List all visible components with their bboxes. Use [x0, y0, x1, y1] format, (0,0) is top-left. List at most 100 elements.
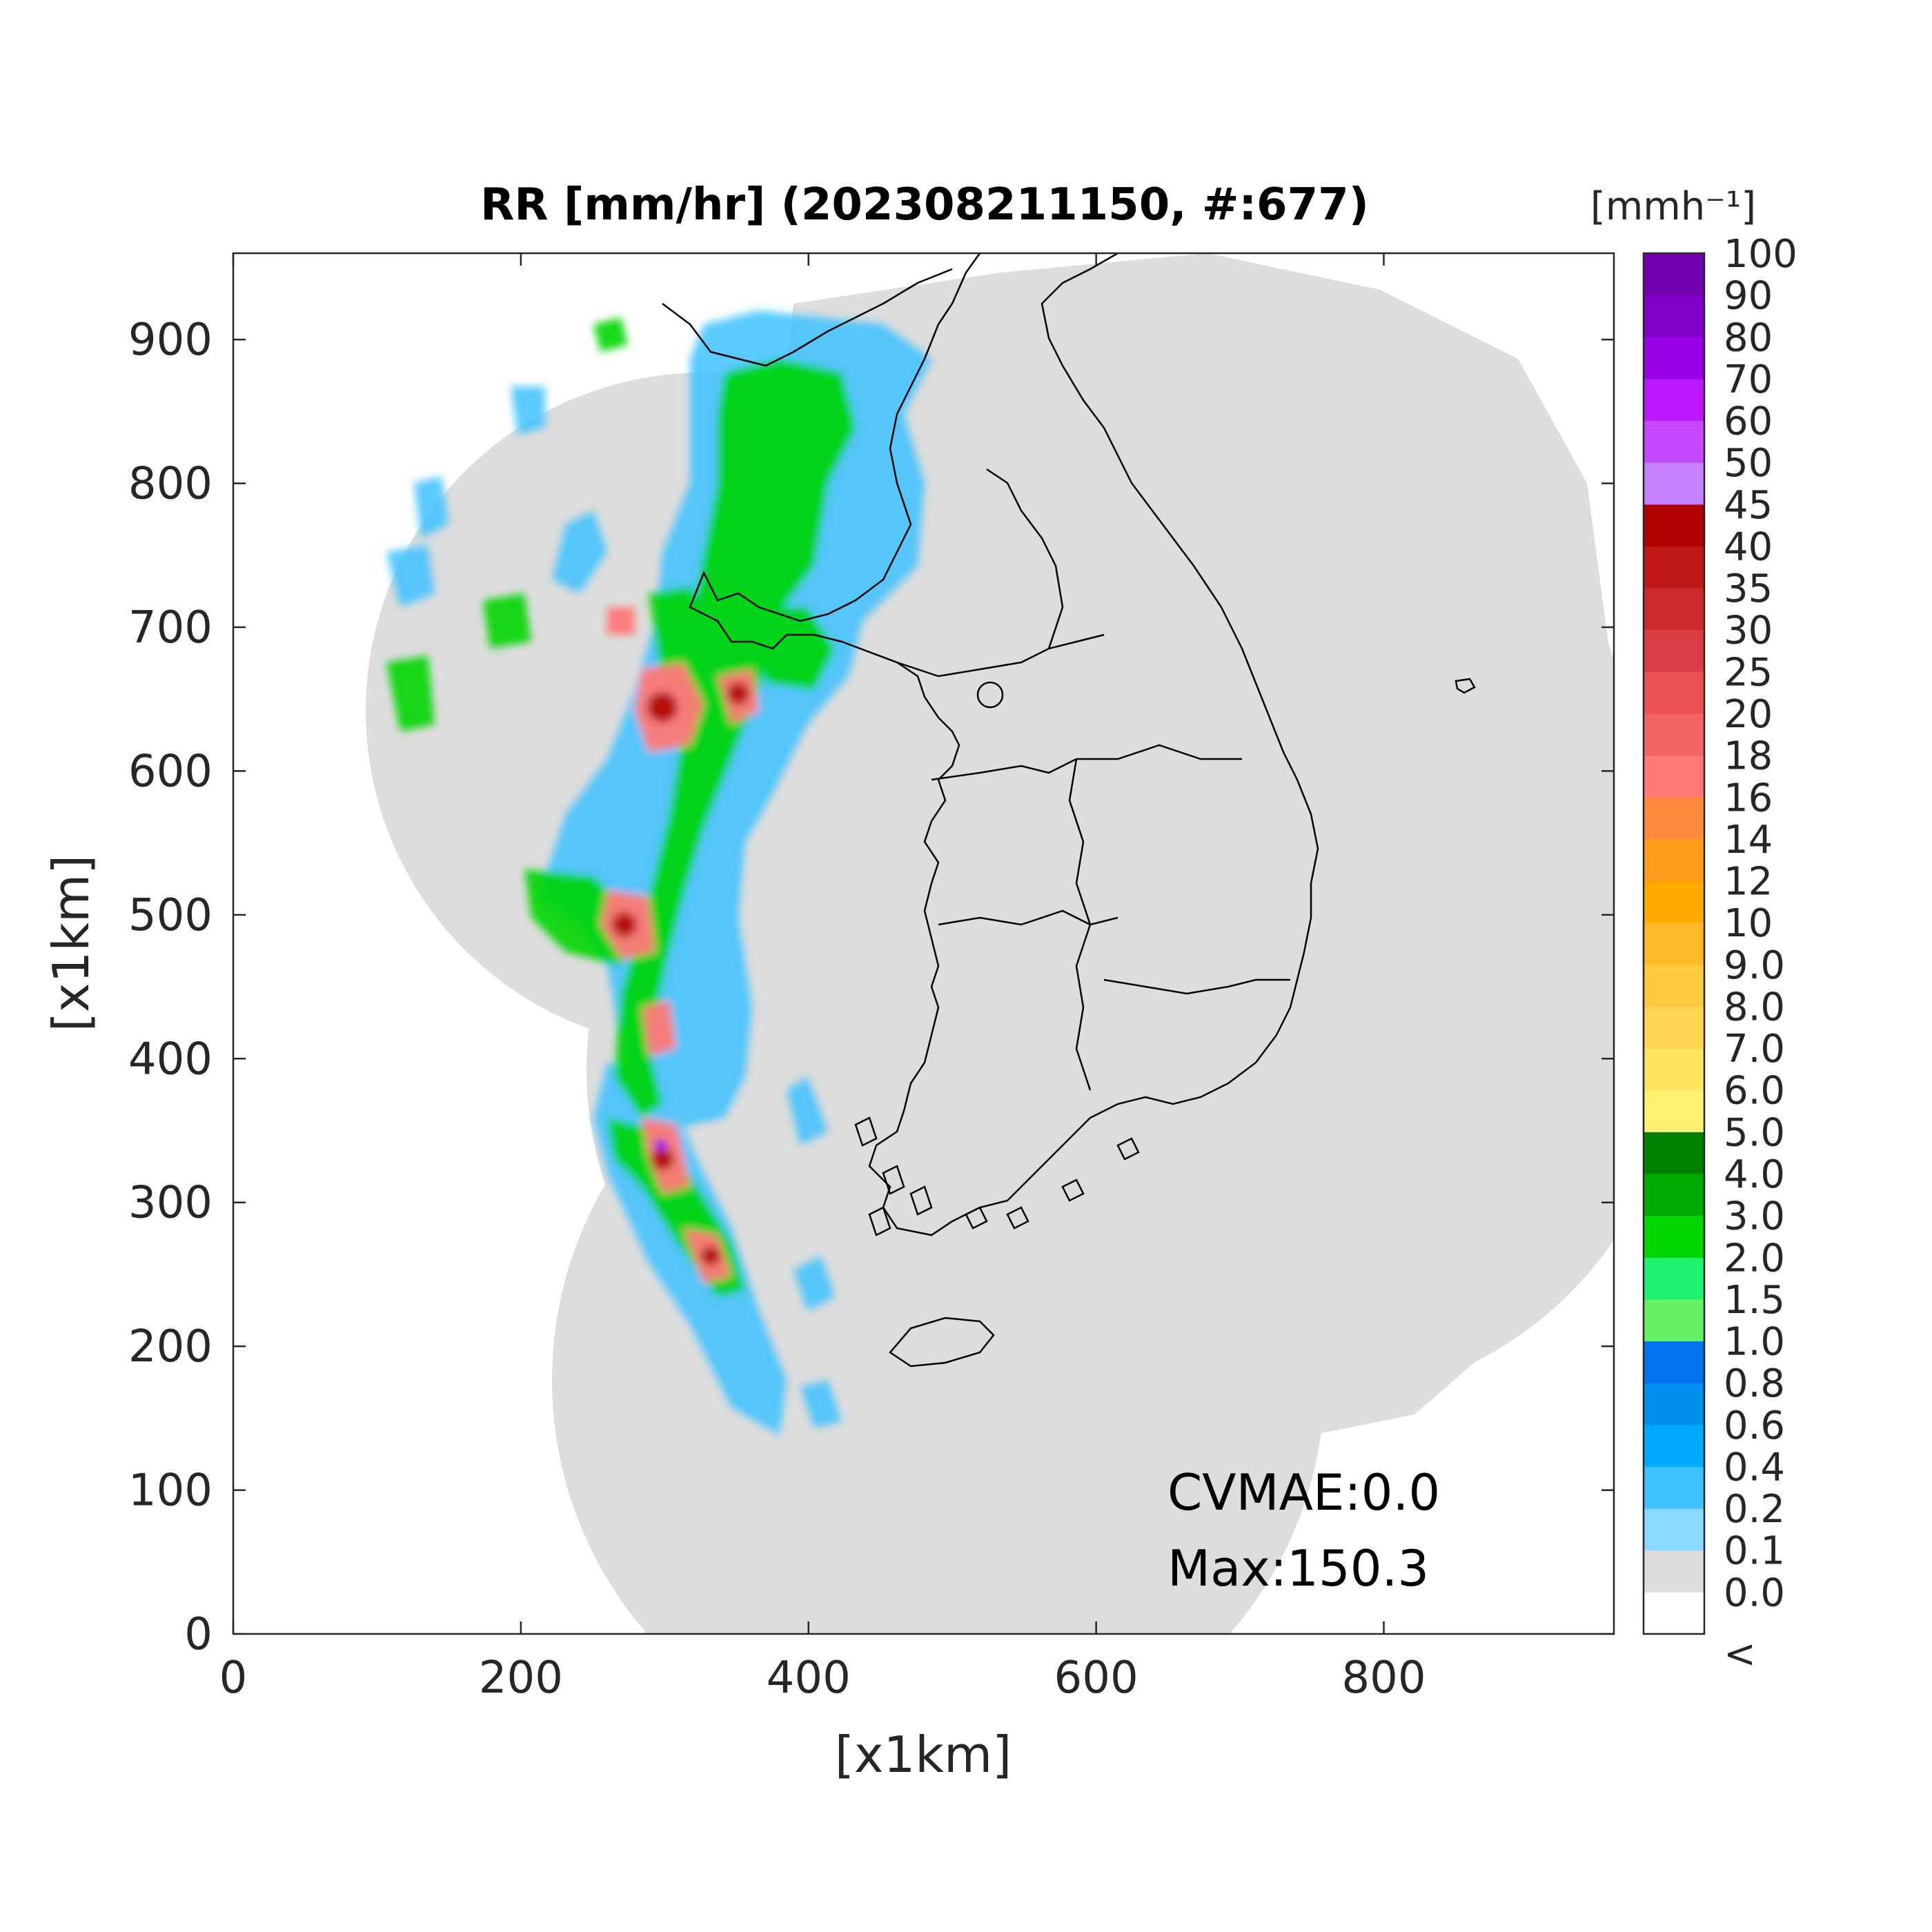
y-tick-label: 100 — [128, 1466, 213, 1517]
colorbar-block — [1644, 546, 1704, 589]
x-ticks: 0 200 400 600 800 — [219, 253, 1426, 1704]
colorbar-tick-label: 1.0 — [1724, 1320, 1785, 1365]
colorbar-tick-label: 1.5 — [1724, 1278, 1785, 1323]
colorbar-tick-label: 7.0 — [1724, 1027, 1785, 1072]
colorbar-tick-label: 20 — [1724, 692, 1773, 737]
colorbar-block — [1644, 1508, 1704, 1551]
colorbar-tick-label: 35 — [1724, 566, 1773, 611]
colorbar-block — [1644, 337, 1704, 379]
border-internal-4 — [1068, 758, 1092, 1091]
colorbar-block — [1644, 588, 1704, 631]
colorbar-tick-label: 12 — [1724, 860, 1773, 905]
colorbar-tick-label: 80 — [1724, 315, 1773, 360]
island-ulleung — [1455, 678, 1476, 694]
colorbar-block — [1644, 1048, 1704, 1091]
y-tick-label: 300 — [128, 1178, 213, 1229]
seoul-outline — [976, 681, 1004, 709]
colorbar-block — [1644, 1090, 1704, 1132]
colorbar-block — [1644, 1383, 1704, 1426]
colorbar-tick-label: 0.0 — [1724, 1570, 1785, 1615]
colorbar-tick-label: 50 — [1724, 441, 1773, 486]
colorbar-tick-label: 60 — [1724, 400, 1773, 444]
colorbar-block — [1644, 1257, 1704, 1300]
colorbar-block — [1644, 923, 1704, 965]
x-tick-label: 0 — [219, 1653, 248, 1704]
colorbar-block — [1644, 797, 1704, 840]
colorbar-block — [1644, 1215, 1704, 1258]
colorbar-block — [1644, 880, 1704, 923]
colorbar-block — [1644, 462, 1704, 505]
y-axis-label: [x1km] — [42, 855, 100, 1032]
echo-moderate — [386, 317, 856, 1297]
radar-coverage — [366, 253, 1614, 1634]
colorbar-block — [1644, 964, 1704, 1007]
border-internal-6 — [986, 468, 1064, 649]
border-internal-5 — [1103, 978, 1290, 995]
colorbar-tick-label: 0.8 — [1724, 1361, 1785, 1406]
colorbar-tick-label: 90 — [1724, 274, 1773, 319]
colorbar-block — [1644, 1466, 1704, 1509]
colorbar-block — [1644, 1174, 1704, 1216]
islands-southwest — [854, 1116, 933, 1236]
colorbar-tick-label: 14 — [1724, 818, 1773, 862]
y-tick-label: 0 — [184, 1609, 213, 1660]
islands-south — [965, 1137, 1140, 1230]
colorbar-block — [1644, 1592, 1704, 1635]
y-tick-label: 900 — [128, 315, 213, 366]
precipitation-echoes — [386, 310, 931, 1435]
colorbar-tick-label: < — [1724, 1632, 1756, 1677]
colorbar-tick-label: 0.4 — [1724, 1445, 1785, 1490]
border-north — [662, 268, 953, 367]
x-tick-label: 400 — [767, 1653, 851, 1704]
colorbar-tick-label: 8.0 — [1724, 985, 1785, 1029]
echo-extreme — [655, 1139, 667, 1152]
colorbar-block — [1644, 1006, 1704, 1049]
colorbar-tick-label: 4.0 — [1724, 1152, 1785, 1197]
colorbar-tick-label: 0.2 — [1724, 1487, 1785, 1532]
max-annotation: Max:150.3 — [1167, 1539, 1429, 1597]
colorbar-block — [1644, 1550, 1704, 1593]
colorbar-block — [1644, 295, 1704, 337]
colorbar-unit: [mmh⁻¹] — [1590, 184, 1756, 229]
colorbar-tick-label: 5.0 — [1724, 1110, 1785, 1155]
x-tick-label: 800 — [1341, 1653, 1426, 1704]
colorbar-block — [1644, 504, 1704, 546]
y-tick-label: 800 — [128, 459, 213, 510]
colorbar-tick-label: 0.1 — [1724, 1529, 1785, 1574]
colorbar-tick-label: 70 — [1724, 357, 1773, 402]
colorbar-block — [1644, 1299, 1704, 1342]
colorbar-block — [1644, 1341, 1704, 1383]
colorbar-tick-label: 40 — [1724, 524, 1773, 569]
colorbar-block — [1644, 378, 1704, 422]
y-tick-label: 400 — [128, 1034, 213, 1085]
echo-heavy — [600, 607, 759, 1283]
colorbar-tick-label: 30 — [1724, 609, 1773, 653]
y-ticks: 0 100 200 300 400 500 600 700 800 900 — [128, 315, 1614, 1660]
axes-frame — [232, 252, 1615, 1635]
colorbar-block — [1644, 1132, 1704, 1174]
coverage-mainland — [724, 253, 1614, 1634]
colorbar-tick-label: 6.0 — [1724, 1069, 1785, 1114]
y-tick-label: 500 — [128, 890, 213, 941]
colorbar-tick-label: 100 — [1724, 232, 1797, 277]
colorbar-block — [1644, 253, 1704, 296]
colorbar-block — [1644, 713, 1704, 756]
colorbar-labels: <0.00.10.20.40.60.81.01.52.03.04.05.06.0… — [1724, 232, 1797, 1677]
colorbar: <0.00.10.20.40.60.81.01.52.03.04.05.06.0… — [1590, 184, 1797, 1677]
colorbar-tick-label: 18 — [1724, 734, 1773, 779]
x-tick-label: 200 — [479, 1653, 563, 1704]
coastline-west — [689, 253, 1319, 1236]
colorbar-tick-label: 10 — [1724, 901, 1773, 946]
colorbar-block — [1644, 1424, 1704, 1467]
x-tick-label: 600 — [1054, 1653, 1138, 1704]
y-tick-label: 700 — [128, 602, 213, 653]
colorbar-block — [1644, 420, 1704, 463]
x-axis-label: [x1km] — [835, 1726, 1012, 1784]
colorbar-block — [1644, 755, 1704, 798]
colorbar-tick-label: 2.0 — [1724, 1236, 1785, 1281]
colorbar-tick-label: 3.0 — [1724, 1194, 1785, 1239]
coastline-and-boundaries — [662, 253, 1476, 1368]
plot-area: 0 200 400 600 800 0 100 200 300 400 500 600 700 800 9… — [128, 252, 1615, 1704]
colorbar-blocks — [1644, 253, 1704, 1635]
colorbar-block — [1644, 629, 1704, 672]
